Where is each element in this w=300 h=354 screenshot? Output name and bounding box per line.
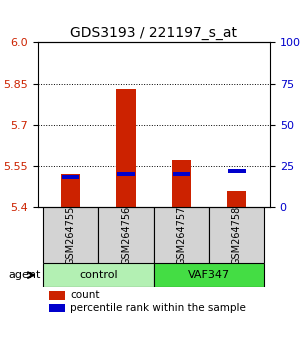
Bar xyxy=(227,190,247,207)
Bar xyxy=(116,89,136,207)
FancyBboxPatch shape xyxy=(43,263,154,287)
Bar xyxy=(173,172,190,176)
FancyBboxPatch shape xyxy=(209,207,265,263)
Bar xyxy=(62,175,80,179)
Bar xyxy=(172,160,191,207)
Text: GSM264757: GSM264757 xyxy=(176,205,186,265)
Bar xyxy=(61,174,80,207)
Text: percentile rank within the sample: percentile rank within the sample xyxy=(70,303,246,313)
Text: count: count xyxy=(70,290,100,300)
Bar xyxy=(228,169,245,173)
Bar xyxy=(117,172,135,176)
Text: agent: agent xyxy=(8,270,40,280)
FancyBboxPatch shape xyxy=(154,207,209,263)
FancyBboxPatch shape xyxy=(98,207,154,263)
FancyBboxPatch shape xyxy=(154,263,265,287)
Title: GDS3193 / 221197_s_at: GDS3193 / 221197_s_at xyxy=(70,26,237,40)
Text: GSM264756: GSM264756 xyxy=(121,206,131,265)
Text: GSM264758: GSM264758 xyxy=(232,206,242,265)
Bar xyxy=(49,304,65,312)
Text: VAF347: VAF347 xyxy=(188,270,230,280)
FancyBboxPatch shape xyxy=(43,207,98,263)
Text: control: control xyxy=(79,270,118,280)
Bar xyxy=(49,291,65,299)
Text: GSM264755: GSM264755 xyxy=(66,205,76,265)
